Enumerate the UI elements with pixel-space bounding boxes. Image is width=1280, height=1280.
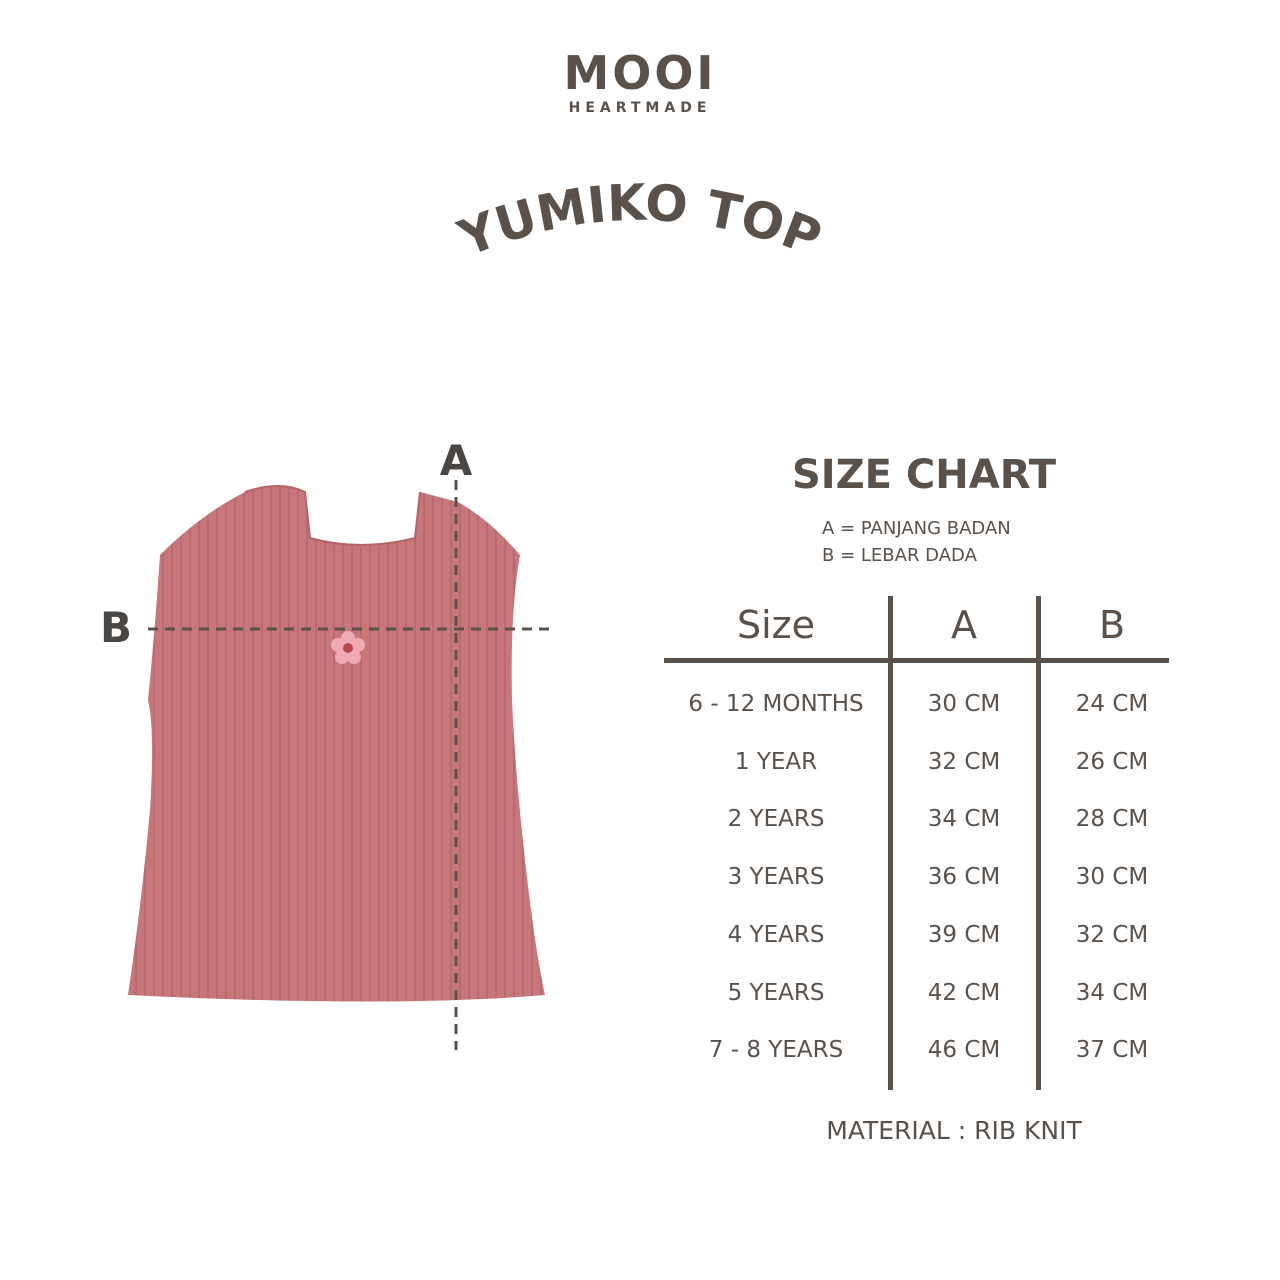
b-cell: 34 CM xyxy=(1075,979,1149,1006)
material-note: MATERIAL : RIB KNIT xyxy=(826,1116,1082,1145)
size-cell: 7 - 8 YEARS xyxy=(708,1037,844,1064)
svg-text:YUMIKO TOP: YUMIKO TOP xyxy=(450,173,829,268)
a-cell: 36 CM xyxy=(927,864,1001,891)
a-cell: 39 CM xyxy=(927,921,1001,948)
size-cell: 4 YEARS xyxy=(727,921,825,948)
brand-logo: MOOI xyxy=(563,46,717,100)
label-b: B xyxy=(100,603,132,652)
header-divider xyxy=(664,658,1169,663)
b-cell: 24 CM xyxy=(1075,691,1149,717)
table-row: 5 YEARS 42 CM 34 CM xyxy=(664,979,1169,1019)
table-row: 6 - 12 MONTHS 30 CM 24 CM xyxy=(664,690,1169,730)
garment-shape xyxy=(128,485,545,1002)
legend-a: A = PANJANG BADAN xyxy=(822,518,1011,539)
b-cell: 37 CM xyxy=(1075,1037,1149,1064)
size-cell: 6 - 12 MONTHS xyxy=(688,691,864,717)
header-b: B xyxy=(1098,603,1126,647)
product-title: YUMIKO TOP xyxy=(450,173,829,268)
table-row: 7 - 8 YEARS 46 CM 37 CM xyxy=(664,1036,1169,1076)
column-divider xyxy=(888,596,893,1090)
table-row: 1 YEAR 32 CM 26 CM xyxy=(664,748,1169,788)
a-cell: 32 CM xyxy=(927,748,1001,775)
b-cell: 32 CM xyxy=(1075,921,1149,948)
a-cell: 34 CM xyxy=(927,806,1001,833)
garment-diagram: A B xyxy=(100,436,555,1050)
size-cell: 1 YEAR xyxy=(734,748,818,775)
size-table: Size A B 6 - 12 MONTHS 30 CM 24 CM 1 YEAR 32… xyxy=(664,596,1169,1090)
legend-b: B = LEBAR DADA xyxy=(822,545,977,566)
brand-tagline: HEARTMADE xyxy=(568,100,712,116)
header-size: Size xyxy=(736,603,815,647)
table-row: 4 YEARS 39 CM 32 CM xyxy=(664,921,1169,961)
a-cell: 46 CM xyxy=(927,1037,1001,1064)
table-row: 3 YEARS 36 CM 30 CM xyxy=(664,863,1169,903)
b-cell: 30 CM xyxy=(1075,864,1149,891)
column-divider xyxy=(1036,596,1041,1090)
size-cell: 3 YEARS xyxy=(727,864,825,891)
a-cell: 42 CM xyxy=(927,979,1001,1006)
header-a: A xyxy=(951,603,977,647)
size-chart-title: SIZE CHART xyxy=(791,452,1057,498)
a-cell: 30 CM xyxy=(927,691,1001,717)
size-cell: 2 YEARS xyxy=(727,806,825,833)
b-cell: 28 CM xyxy=(1075,806,1149,833)
table-row: 2 YEARS 34 CM 28 CM xyxy=(664,805,1169,845)
label-a: A xyxy=(440,436,473,485)
flower-icon xyxy=(331,631,365,664)
b-cell: 26 CM xyxy=(1075,748,1149,775)
size-cell: 5 YEARS xyxy=(727,979,825,1006)
